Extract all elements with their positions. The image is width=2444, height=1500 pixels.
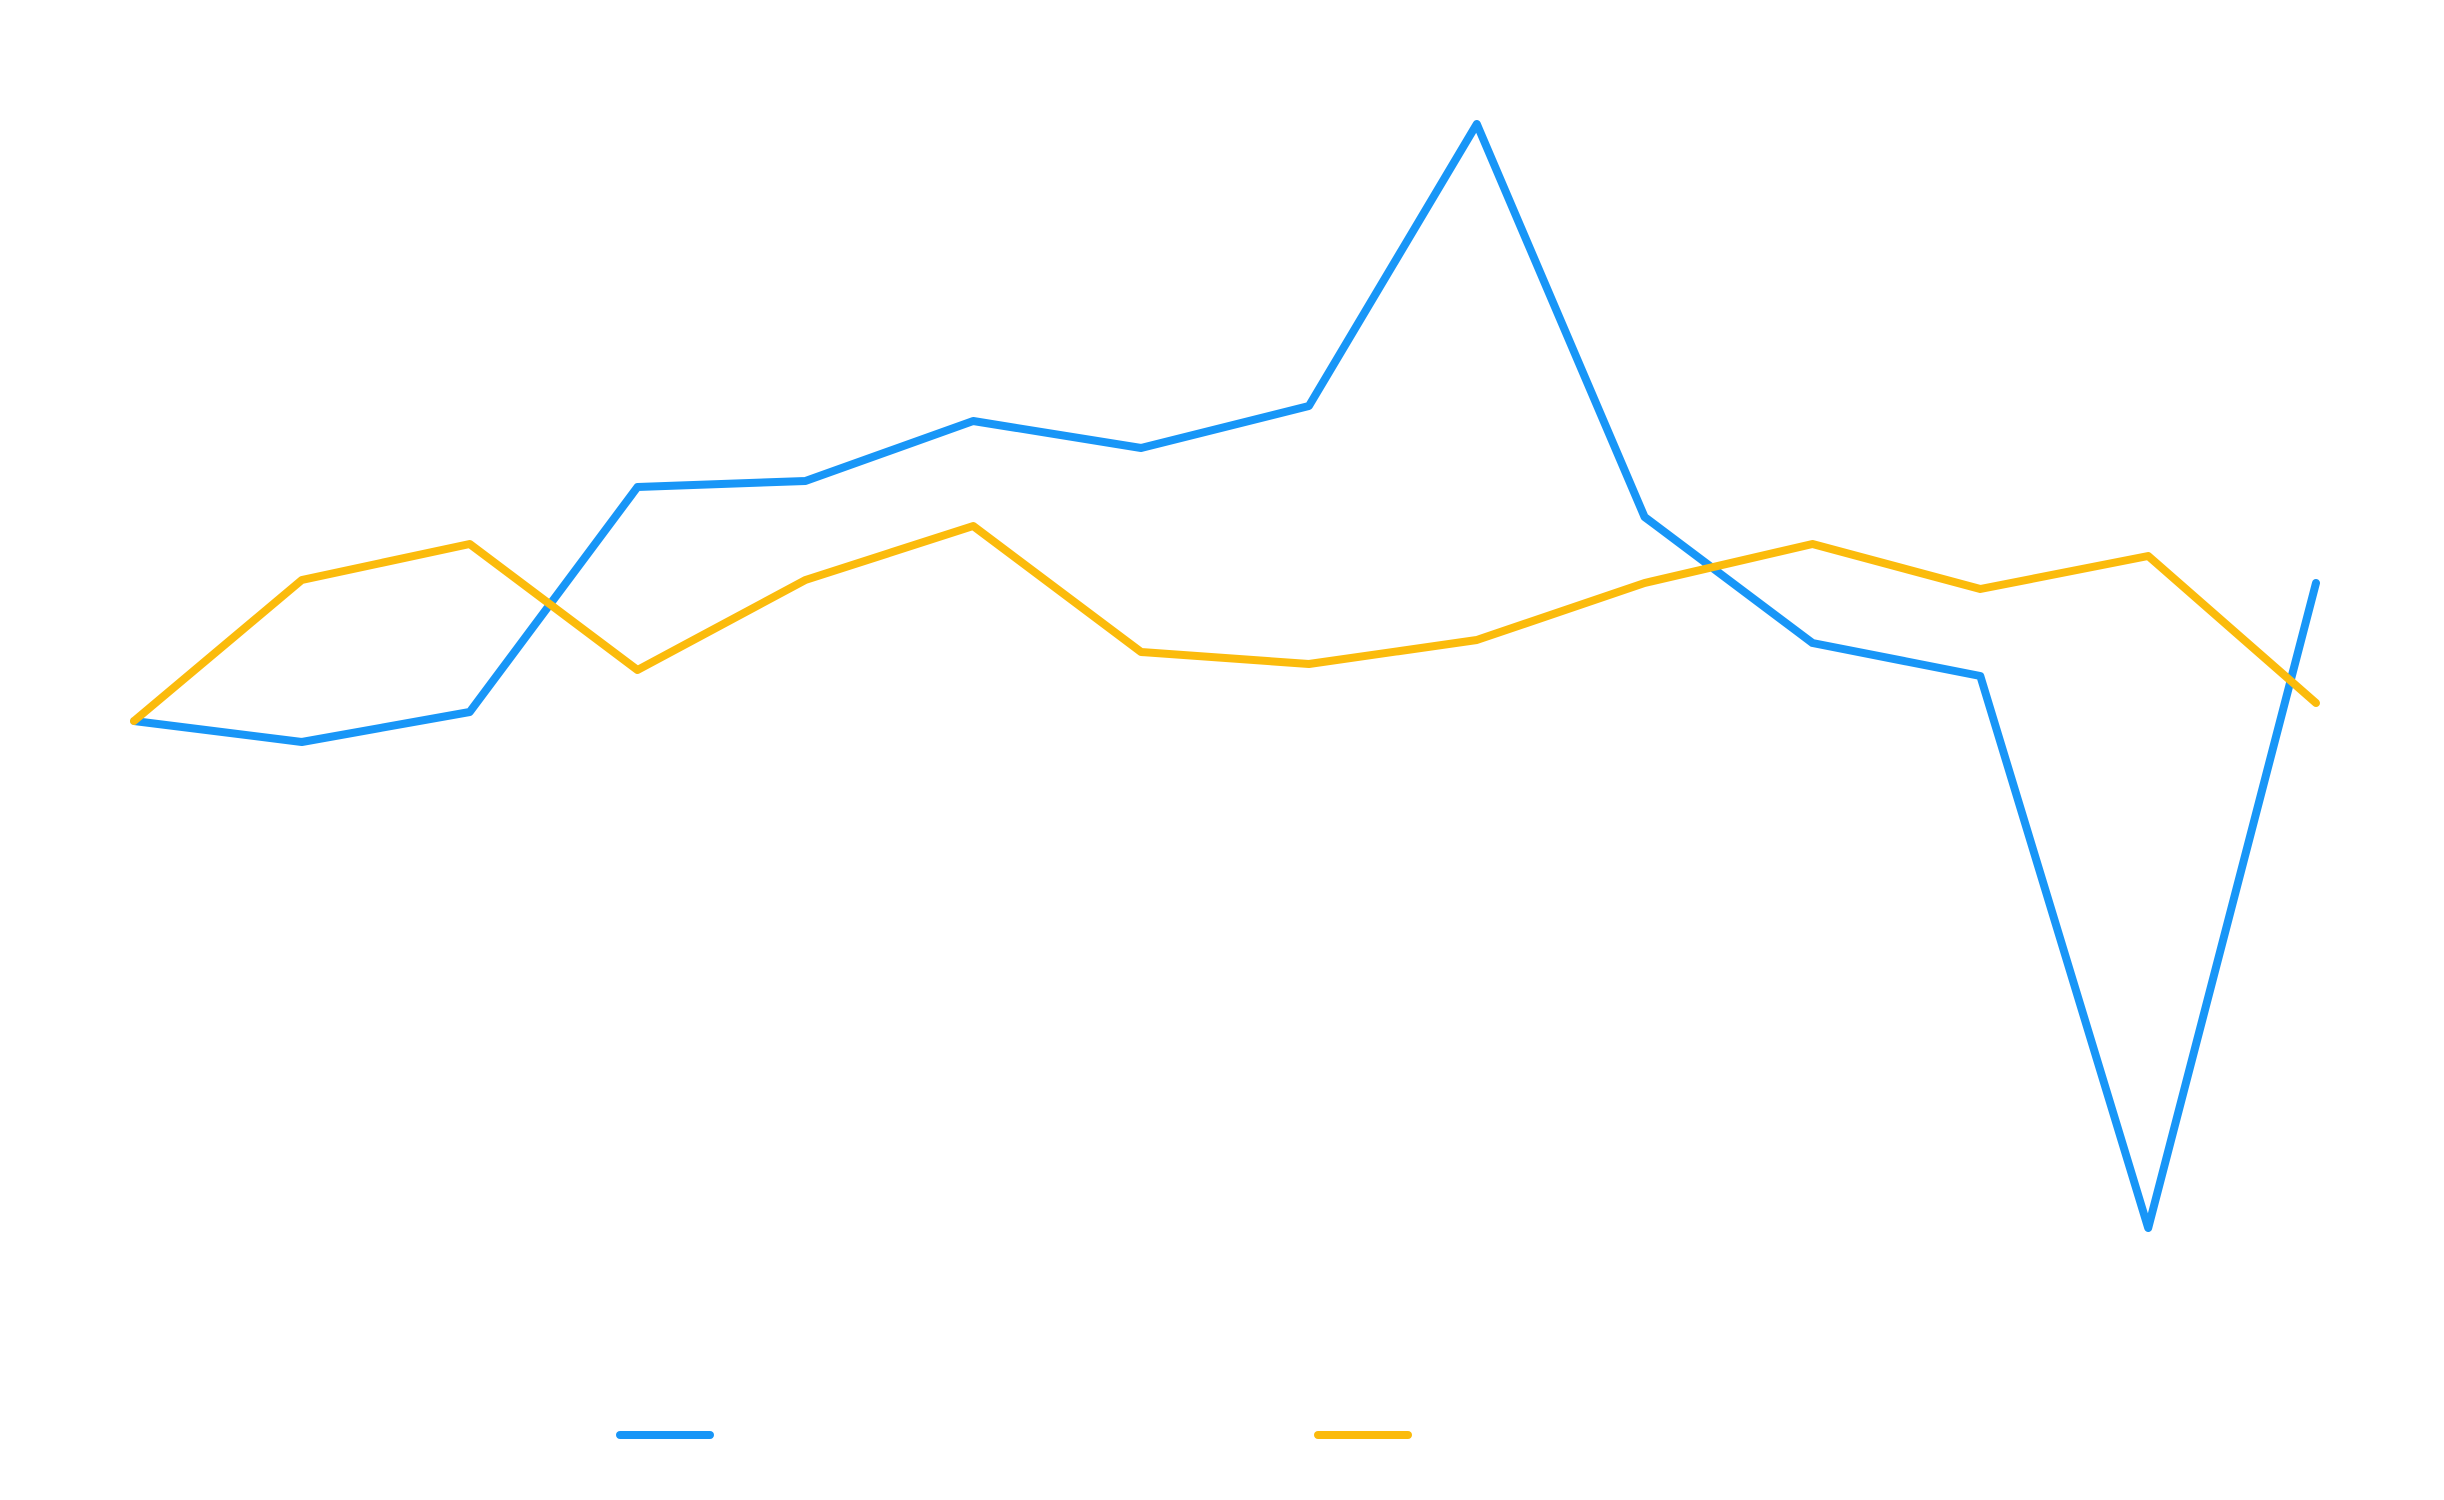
- series-layer: [130, 120, 2320, 1232]
- series-line-1: [130, 120, 2320, 1232]
- series-line-2: [130, 522, 2320, 725]
